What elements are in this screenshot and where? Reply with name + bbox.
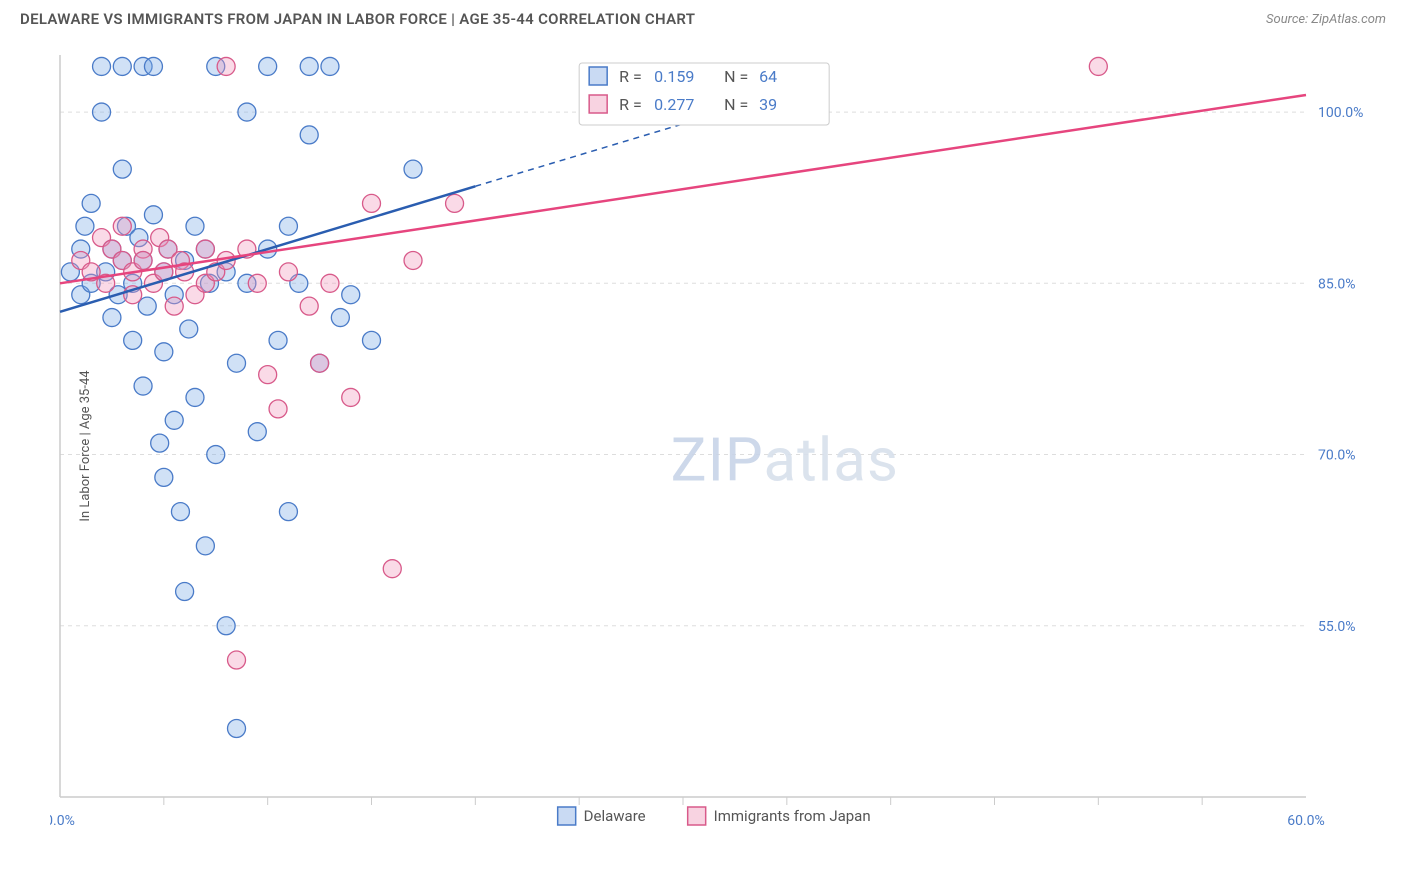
data-point bbox=[238, 103, 256, 121]
data-point bbox=[165, 297, 183, 315]
data-point bbox=[196, 537, 214, 555]
stats-swatch bbox=[589, 67, 607, 85]
data-point bbox=[342, 286, 360, 304]
data-point bbox=[363, 331, 381, 349]
data-point bbox=[228, 720, 246, 738]
data-point bbox=[134, 251, 152, 269]
data-point bbox=[1089, 57, 1107, 75]
data-point bbox=[93, 103, 111, 121]
y-tick-label: 55.0% bbox=[1318, 619, 1356, 635]
stats-r-label: R = bbox=[619, 67, 642, 86]
stats-n-label: N = bbox=[724, 95, 748, 114]
data-point bbox=[279, 263, 297, 281]
data-point bbox=[446, 194, 464, 212]
y-tick-label: 85.0% bbox=[1318, 276, 1356, 292]
scatter-chart-svg: ZIPatlas 0.0% 60.0% 55.0% 70.0% 85.0% 100.0% R … bbox=[50, 45, 1386, 837]
data-point bbox=[113, 160, 131, 178]
data-point bbox=[144, 206, 162, 224]
x-tick-label: 0.0% bbox=[50, 813, 75, 829]
trend-line-delaware bbox=[60, 186, 475, 312]
data-point bbox=[186, 217, 204, 235]
data-point bbox=[331, 309, 349, 327]
data-point bbox=[300, 126, 318, 144]
data-point bbox=[124, 331, 142, 349]
data-point bbox=[103, 309, 121, 327]
legend-label: Delaware bbox=[584, 807, 646, 825]
data-point bbox=[342, 388, 360, 406]
data-point bbox=[144, 57, 162, 75]
data-point bbox=[82, 194, 100, 212]
data-point bbox=[311, 354, 329, 372]
data-point bbox=[134, 377, 152, 395]
data-point bbox=[404, 251, 422, 269]
stats-r-value: 0.277 bbox=[654, 95, 694, 114]
y-tick-label: 100.0% bbox=[1318, 105, 1363, 121]
data-point bbox=[228, 354, 246, 372]
stats-r-label: R = bbox=[619, 95, 642, 114]
data-point bbox=[363, 194, 381, 212]
stats-n-value: 64 bbox=[759, 67, 777, 86]
stats-n-value: 39 bbox=[759, 95, 777, 114]
data-point bbox=[217, 617, 235, 635]
data-point bbox=[165, 411, 183, 429]
y-tick-label: 70.0% bbox=[1318, 448, 1356, 464]
data-point bbox=[207, 446, 225, 464]
data-point bbox=[171, 503, 189, 521]
stats-box bbox=[579, 63, 829, 125]
data-point bbox=[113, 217, 131, 235]
legend-label: Immigrants from Japan bbox=[714, 807, 871, 825]
x-tick-label: 60.0% bbox=[1287, 813, 1325, 829]
data-point bbox=[248, 274, 266, 292]
data-point bbox=[383, 560, 401, 578]
chart-area: ZIPatlas 0.0% 60.0% 55.0% 70.0% 85.0% 100.0% R … bbox=[50, 45, 1386, 837]
data-point bbox=[321, 57, 339, 75]
data-point bbox=[279, 217, 297, 235]
data-point bbox=[269, 331, 287, 349]
chart-source: Source: ZipAtlas.com bbox=[1266, 12, 1386, 27]
data-point bbox=[138, 297, 156, 315]
data-point bbox=[217, 57, 235, 75]
data-point bbox=[196, 240, 214, 258]
chart-header: DELAWARE VS IMMIGRANTS FROM JAPAN IN LAB… bbox=[0, 0, 1406, 36]
legend-swatch bbox=[688, 807, 706, 825]
data-point bbox=[321, 274, 339, 292]
data-point bbox=[404, 160, 422, 178]
data-point bbox=[155, 343, 173, 361]
data-point bbox=[186, 388, 204, 406]
chart-title: DELAWARE VS IMMIGRANTS FROM JAPAN IN LAB… bbox=[20, 10, 695, 28]
data-point bbox=[93, 57, 111, 75]
data-point bbox=[113, 57, 131, 75]
data-point bbox=[259, 57, 277, 75]
data-point bbox=[176, 583, 194, 601]
data-point bbox=[300, 57, 318, 75]
stats-r-value: 0.159 bbox=[654, 67, 694, 86]
data-point bbox=[269, 400, 287, 418]
data-point bbox=[279, 503, 297, 521]
data-point bbox=[155, 468, 173, 486]
watermark: ZIPatlas bbox=[671, 425, 899, 496]
data-point bbox=[151, 434, 169, 452]
data-point bbox=[248, 423, 266, 441]
stats-n-label: N = bbox=[724, 67, 748, 86]
data-point bbox=[228, 651, 246, 669]
data-point bbox=[180, 320, 198, 338]
legend-swatch bbox=[558, 807, 576, 825]
data-point bbox=[300, 297, 318, 315]
data-point bbox=[259, 366, 277, 384]
data-point bbox=[76, 217, 94, 235]
stats-swatch bbox=[589, 95, 607, 113]
